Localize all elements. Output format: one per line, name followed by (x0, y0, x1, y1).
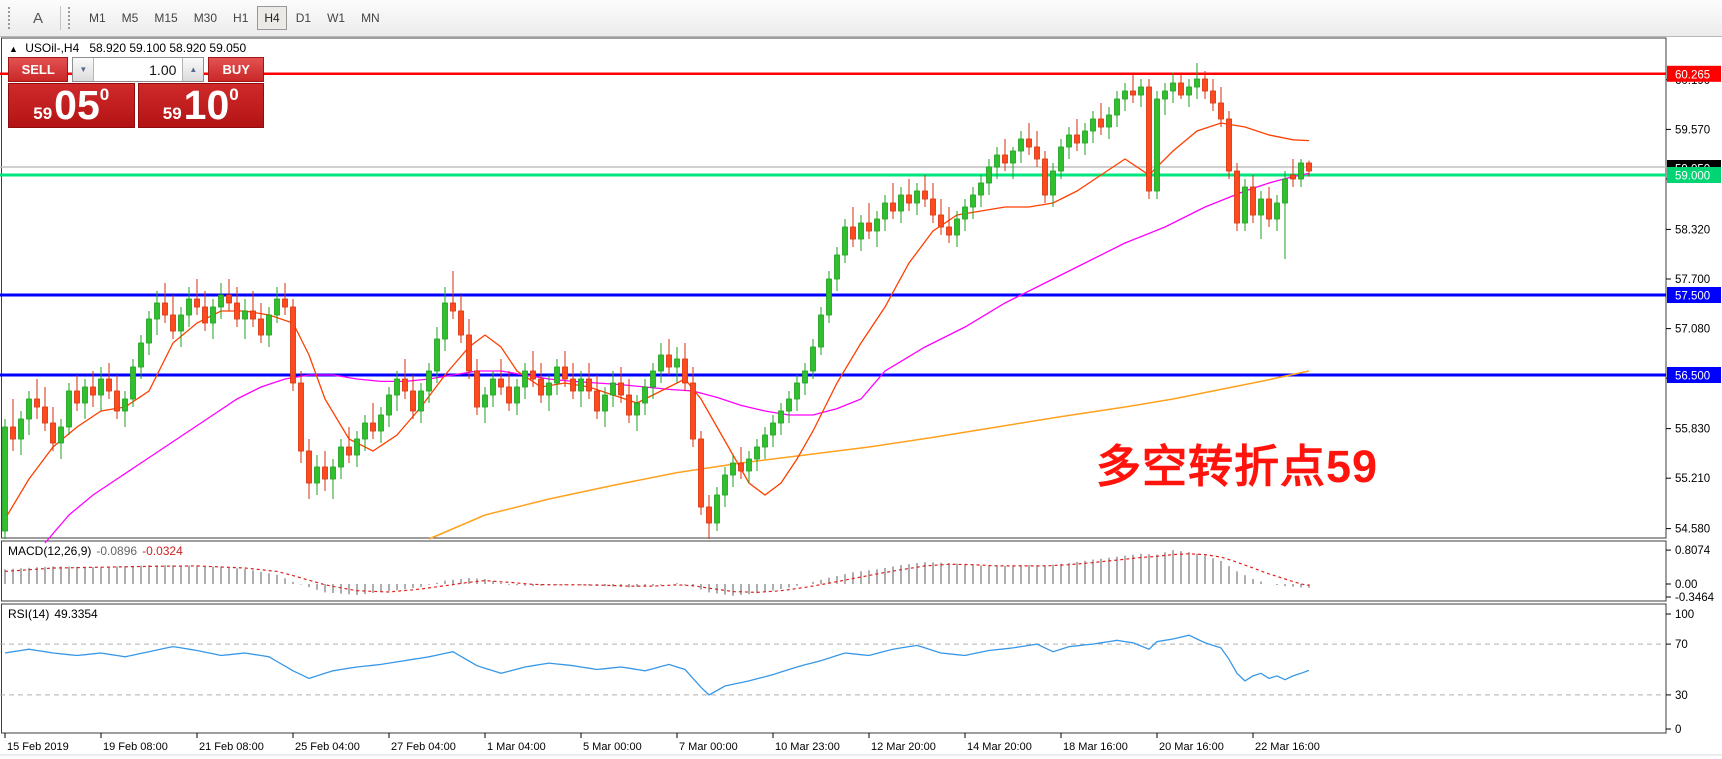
buy-button[interactable]: BUY (208, 57, 264, 82)
macd-value: -0.0896 (96, 544, 138, 558)
svg-text:60.265: 60.265 (1675, 69, 1710, 81)
bid-price-sup: 0 (99, 85, 110, 104)
toolbar-separator (60, 6, 61, 30)
svg-text:55.830: 55.830 (1675, 424, 1710, 436)
svg-text:0: 0 (1675, 724, 1681, 736)
macd-indicator: 0.8074 0.00-0.3464 (4, 545, 1715, 604)
toolbar-grip-2[interactable] (68, 7, 75, 29)
horizontal-level-lines[interactable] (0, 72, 1666, 377)
ask-price-small: 59 (162, 104, 182, 123)
timeframe-button-D1[interactable]: D1 (295, 11, 312, 25)
rsi-pane-label: RSI(14) 49.3354 (8, 607, 98, 621)
timeframe-button-H4[interactable]: H4 (257, 6, 287, 30)
rsi-indicator: 100 70 30 0 (0, 609, 1694, 736)
svg-text:20 Mar 16:00: 20 Mar 16:00 (1159, 741, 1224, 753)
bid-price-big: 05 (54, 82, 100, 129)
volume-input[interactable] (94, 58, 183, 81)
svg-text:1 Mar 04:00: 1 Mar 04:00 (487, 741, 546, 753)
svg-text:27 Feb 04:00: 27 Feb 04:00 (391, 741, 456, 753)
collapse-arrow-icon[interactable]: ▲ (9, 44, 18, 54)
svg-text:15 Feb 2019: 15 Feb 2019 (7, 741, 69, 753)
macd-pane-label: MACD(12,26,9) -0.0896 -0.0324 (8, 544, 183, 558)
timeframe-button-M30[interactable]: M30 (193, 11, 218, 25)
volume-stepper: ▼ ▲ (72, 57, 205, 82)
chart-ohlc-quotes: 58.920 59.100 58.920 59.050 (89, 41, 247, 55)
ma-mid-line (44, 172, 1310, 544)
svg-text:10 Mar 23:00: 10 Mar 23:00 (775, 741, 840, 753)
svg-text:-0.3464: -0.3464 (1675, 592, 1715, 604)
ask-price-sup: 0 (229, 85, 239, 104)
svg-text:22 Mar 16:00: 22 Mar 16:00 (1255, 741, 1320, 753)
svg-text:57.700: 57.700 (1675, 274, 1710, 286)
bid-quote-panel[interactable]: 59 05 0 (8, 83, 135, 128)
candlesticks (2, 63, 1312, 539)
svg-text:58.320: 58.320 (1675, 224, 1710, 236)
svg-text:18 Mar 16:00: 18 Mar 16:00 (1063, 741, 1128, 753)
svg-text:7 Mar 00:00: 7 Mar 00:00 (679, 741, 738, 753)
rsi-value: 49.3354 (54, 607, 98, 621)
svg-text:14 Mar 20:00: 14 Mar 20:00 (967, 741, 1032, 753)
svg-text:54.580: 54.580 (1675, 524, 1710, 536)
svg-text:0.00: 0.00 (1675, 579, 1697, 591)
svg-text:56.500: 56.500 (1675, 371, 1710, 383)
timeframe-group: M1 M5 M15 M30 H1 H4 D1 W1 MN (81, 6, 388, 30)
ma-fast-line (4, 122, 1310, 520)
ma-slow-line (428, 370, 1310, 540)
timeframe-button-M15[interactable]: M15 (154, 11, 178, 25)
rsi-line (4, 634, 1310, 696)
svg-text:0.8074: 0.8074 (1675, 545, 1711, 557)
timeframe-button-M1[interactable]: M1 (89, 11, 106, 25)
timeframe-button-H1[interactable]: H1 (233, 11, 249, 25)
svg-text:59.050: 59.050 (1675, 164, 1710, 176)
rsi-name: RSI(14) (8, 607, 50, 621)
timeframe-button-W1[interactable]: W1 (327, 11, 346, 25)
svg-text:12 Mar 20:00: 12 Mar 20:00 (871, 741, 936, 753)
svg-text:59.000: 59.000 (1675, 171, 1710, 183)
one-click-trading-panel: SELL ▼ ▲ BUY 59 05 0 59 10 0 (8, 57, 264, 128)
svg-text:59.570: 59.570 (1675, 124, 1710, 136)
date-axis[interactable]: 15 Feb 2019 19 Feb 08:00 21 Feb 08:00 25 Fe… (4, 733, 1320, 753)
ask-price-big: 10 (183, 82, 230, 129)
svg-text:5 Mar 00:00: 5 Mar 00:00 (583, 741, 642, 753)
macd-name: MACD(12,26,9) (8, 544, 92, 558)
bid-price-small: 59 (33, 104, 53, 123)
price-axis-badges: 59.050 60.265 57.500 56.500 59.000 (1667, 65, 1721, 383)
chart-title: ▲ USOil-,H4 58.920 59.100 58.920 59.050 (9, 41, 246, 55)
text-label-icon[interactable]: A (32, 9, 43, 27)
svg-text:57.500: 57.500 (1675, 291, 1710, 303)
macd-signal-line (4, 553, 1310, 594)
chart-symbol: USOil-,H4 (25, 41, 80, 55)
chart-text-annotation: 多空转折点59 (1096, 441, 1379, 492)
svg-text:70: 70 (1675, 639, 1688, 651)
toolbar-grip[interactable] (8, 7, 15, 29)
svg-text:25 Feb 04:00: 25 Feb 04:00 (295, 741, 360, 753)
volume-decrease-button[interactable]: ▼ (73, 58, 95, 81)
svg-text:21 Feb 08:00: 21 Feb 08:00 (199, 741, 264, 753)
svg-text:19 Feb 08:00: 19 Feb 08:00 (103, 741, 168, 753)
ask-quote-panel[interactable]: 59 10 0 (137, 82, 264, 129)
price-axis[interactable]: 60.19059.57058.95058.32057.70057.08056.4… (1666, 75, 1710, 536)
svg-text:57.080: 57.080 (1675, 324, 1710, 336)
macd-signal-value: -0.0324 (142, 544, 183, 558)
svg-text:55.210: 55.210 (1675, 473, 1710, 485)
sell-button[interactable]: SELL (8, 57, 69, 82)
svg-text:100: 100 (1675, 609, 1694, 621)
svg-text:30: 30 (1675, 690, 1688, 702)
grid-pattern-icon[interactable]: ▦F (22, 0, 54, 4)
timeframe-button-M5[interactable]: M5 (121, 11, 139, 25)
timeframe-button-MN[interactable]: MN (361, 11, 380, 25)
volume-increase-button[interactable]: ▲ (182, 58, 204, 81)
